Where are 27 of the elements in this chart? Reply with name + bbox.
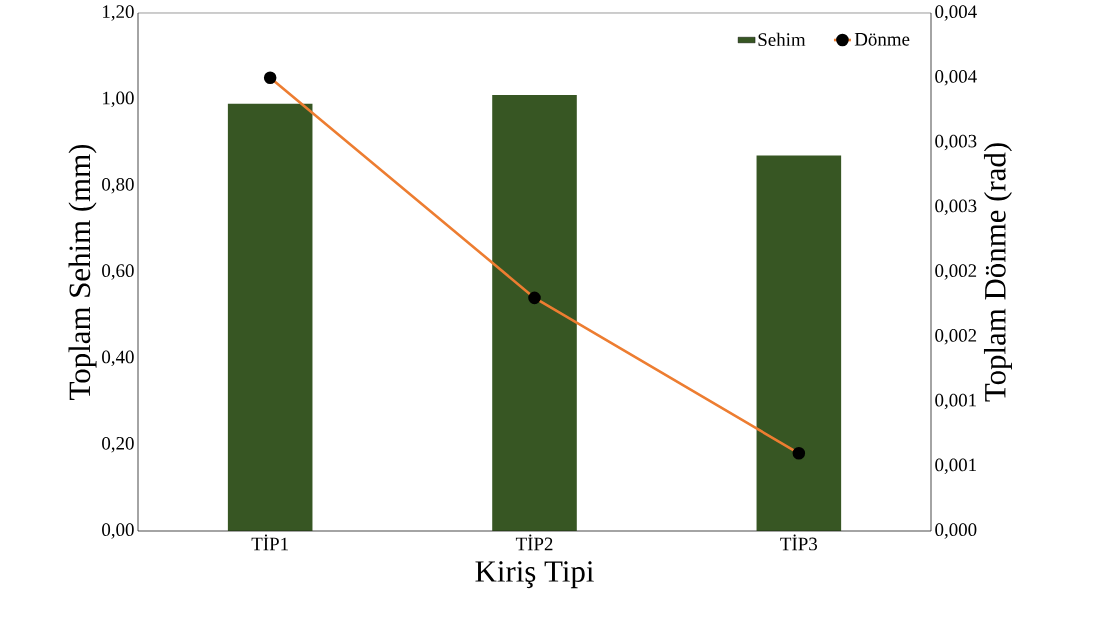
y2-tick-label: 0,002 xyxy=(935,264,977,280)
y2-tick-label: 0,001 xyxy=(935,393,976,410)
y2-tick-label: 0,002 xyxy=(935,329,977,345)
bar xyxy=(227,103,313,531)
x-tick-label: TİP1 xyxy=(251,534,288,551)
y2-tick-label: 0,004 xyxy=(935,5,977,21)
y-tick-label: 0,20 xyxy=(102,436,134,453)
y-tick-label: 1,00 xyxy=(103,91,134,108)
x-axis-title: Kiriş Tipi xyxy=(475,561,594,589)
legend-label: Sehim xyxy=(758,32,806,47)
y2-tick-label: 0,003 xyxy=(935,199,977,215)
y-tick-label: 0,40 xyxy=(102,350,134,367)
y2-axis-title: Toplam Dönme (rad) xyxy=(983,143,1012,402)
y-tick-label: 1,20 xyxy=(103,5,134,21)
y-tick-label: 0,80 xyxy=(102,177,134,194)
bar xyxy=(492,95,577,531)
y2-tick-label: 0,003 xyxy=(935,134,977,151)
y-axis-title: Toplam Sehim (mm) xyxy=(68,144,97,400)
y2-tick-label: 0,001 xyxy=(935,458,976,474)
y2-tick-label: 0,004 xyxy=(935,70,977,86)
y2-tick-label: 0,000 xyxy=(935,523,977,539)
x-tick-label: TİP3 xyxy=(780,534,818,551)
y-tick-label: 0,60 xyxy=(102,264,134,280)
bar xyxy=(756,155,842,531)
legend-label: Dönme xyxy=(854,33,910,46)
x-tick-label: TİP2 xyxy=(515,534,553,551)
y-tick-label: 0,00 xyxy=(102,523,134,539)
